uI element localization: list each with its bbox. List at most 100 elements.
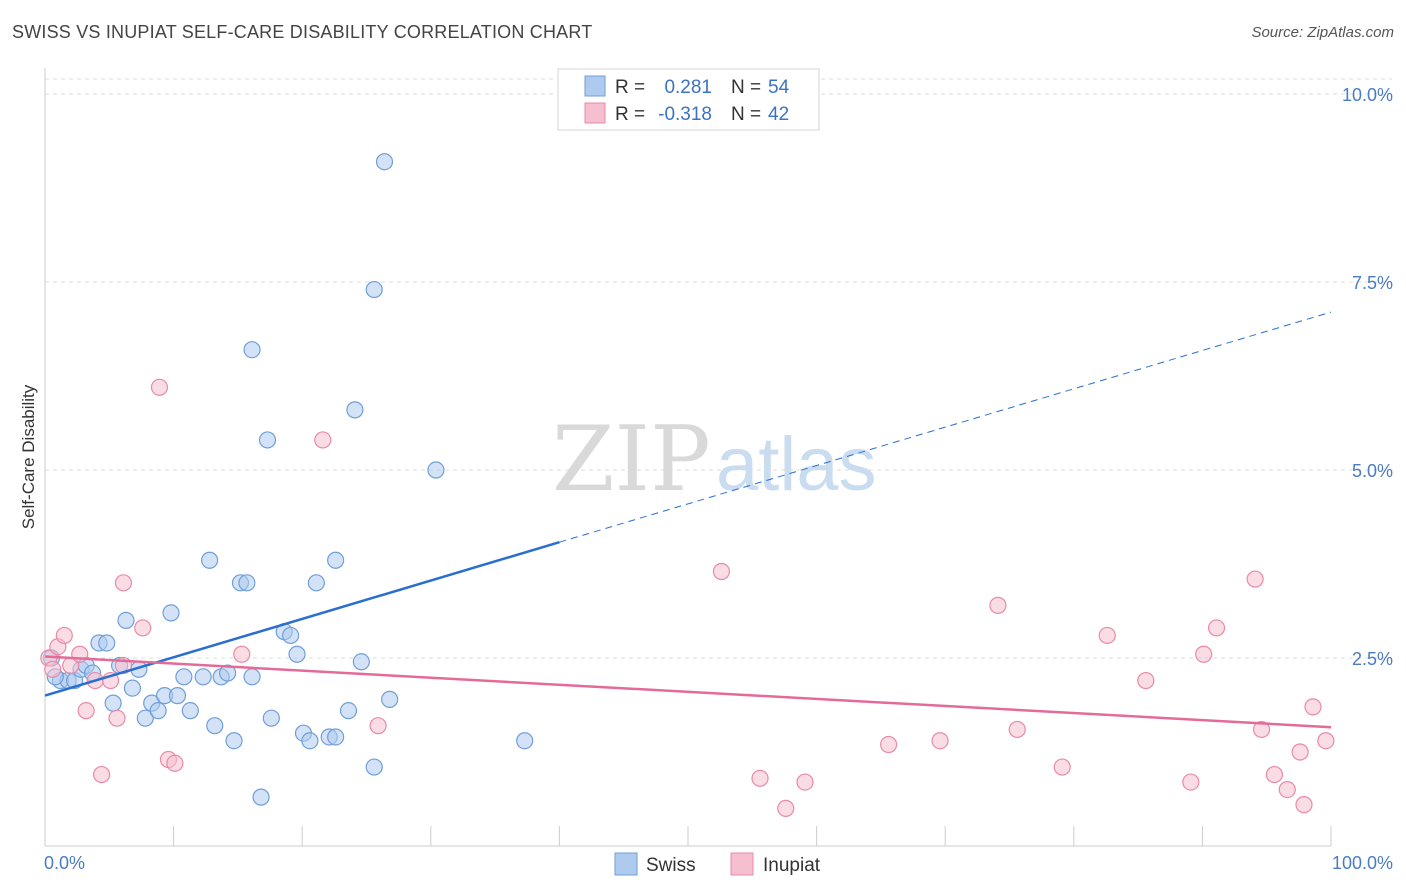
y-tick-label-2: 7.5%	[1352, 273, 1393, 293]
swiss-point-45	[346, 401, 364, 419]
swiss-point-29	[238, 574, 256, 592]
inupiat-point-3	[55, 626, 73, 645]
swiss-point-22	[194, 668, 212, 686]
swiss-point-47	[365, 758, 383, 776]
swiss-point-18	[162, 604, 180, 622]
legend-swatch-inupiat	[584, 102, 606, 124]
swiss-point-50	[381, 690, 399, 708]
inupiat-point-33	[1207, 619, 1226, 637]
inupiat-point-39	[1295, 796, 1313, 814]
swiss-point-51	[427, 461, 445, 479]
swiss-point-27	[225, 732, 243, 750]
swiss-point-43	[327, 551, 345, 569]
y-axis-label: Self-Care Disability	[19, 384, 38, 529]
bottom-legend-swatch-swiss	[614, 852, 638, 876]
watermark: ZIP atlas	[552, 407, 877, 512]
bottom-legend-swatch-inupiat	[730, 852, 754, 876]
y-tick-labels: 2.5% 5.0% 7.5% 10.0%	[1342, 85, 1393, 669]
swiss-point-48	[365, 280, 383, 299]
swiss-point-14	[136, 709, 154, 727]
swiss-point-42	[327, 728, 345, 746]
swiss-point-46	[352, 653, 370, 671]
inupiat-point-30	[1137, 671, 1155, 690]
watermark-atlas: atlas	[716, 422, 877, 507]
chart-title: SWISS VS INUPIAT SELF-CARE DISABILITY CO…	[12, 22, 593, 42]
inupiat-point-34	[1246, 570, 1264, 588]
correlation-legend: R = 0.281 N = 54 R = -0.318 N = 42	[557, 68, 820, 131]
inupiat-point-13	[134, 619, 152, 637]
inupiat-point-24	[880, 735, 898, 754]
inupiat-point-40	[1304, 698, 1322, 716]
swiss-point-40	[307, 574, 325, 592]
swiss-point-19	[168, 687, 187, 705]
inupiat-point-23	[796, 773, 814, 791]
y-tick-label-0: 2.5%	[1352, 649, 1393, 669]
legend-r-label-inupiat: R =	[615, 104, 645, 125]
inupiat-point-29	[1098, 626, 1116, 645]
trend-lines	[44, 311, 1332, 729]
legend-r-label-swiss: R =	[615, 77, 645, 98]
inupiat-point-32	[1195, 645, 1213, 663]
swiss-point-32	[252, 788, 270, 806]
y-tick-label-1: 5.0%	[1352, 461, 1393, 481]
x-tick-label-max: 100.0%	[1332, 853, 1393, 873]
inupiat-point-31	[1182, 773, 1200, 791]
inupiat-point-41	[1317, 732, 1335, 750]
swiss-point-24	[206, 717, 224, 735]
swiss-point-12	[123, 679, 142, 697]
swiss-point-39	[301, 732, 319, 750]
swiss-point-37	[288, 645, 306, 663]
inupiat-point-21	[751, 769, 769, 787]
x-tick-label-min: 0.0%	[44, 853, 85, 873]
swiss-point-11	[117, 611, 135, 630]
inupiat-point-35	[1252, 720, 1271, 739]
inupiat-point-14	[150, 378, 169, 396]
source-label: Source: ZipAtlas.com	[1251, 24, 1394, 41]
swiss-point-26	[219, 664, 237, 682]
swiss-point-33	[258, 431, 277, 449]
legend-swatch-swiss	[584, 75, 606, 97]
bottom-legend-label-swiss: Swiss	[646, 855, 696, 876]
inupiat-points	[40, 378, 1335, 818]
legend-n-label-swiss: N =	[731, 77, 761, 98]
swiss-trend-line	[44, 541, 560, 697]
swiss-point-30	[243, 668, 261, 686]
swiss-point-52	[516, 732, 534, 750]
inupiat-point-1	[44, 660, 62, 678]
legend-n-value-inupiat: 42	[768, 104, 789, 125]
swiss-point-16	[149, 702, 167, 720]
inupiat-point-12	[114, 574, 133, 592]
inupiat-point-19	[369, 717, 387, 735]
legend-n-label-inupiat: N =	[731, 104, 761, 125]
series-legend: Swiss Inupiat	[614, 852, 821, 876]
inupiat-point-36	[1265, 765, 1284, 784]
inupiat-point-10	[108, 709, 126, 727]
inupiat-point-16	[166, 754, 184, 772]
inupiat-point-20	[712, 562, 731, 581]
swiss-point-31	[243, 341, 261, 359]
inupiat-trend-line	[44, 655, 1332, 729]
inupiat-point-8	[92, 765, 111, 784]
legend-r-value-swiss: 0.281	[664, 77, 712, 98]
swiss-point-8	[98, 634, 116, 652]
inupiat-point-38	[1291, 743, 1309, 761]
legend-r-value-inupiat: -0.318	[658, 104, 712, 125]
swiss-point-34	[262, 709, 280, 727]
swiss-point-21	[181, 702, 199, 720]
bottom-legend-label-inupiat: Inupiat	[763, 855, 821, 876]
swiss-trend-extension	[559, 311, 1332, 543]
legend-n-value-swiss: 54	[768, 77, 790, 98]
inupiat-point-25	[931, 732, 949, 750]
swiss-point-49	[375, 153, 394, 171]
x-axis-ticks	[44, 826, 1332, 846]
swiss-point-44	[339, 702, 358, 720]
swiss-point-23	[201, 551, 219, 569]
swiss-points	[42, 153, 534, 806]
inupiat-point-6	[77, 702, 95, 720]
inupiat-point-18	[314, 431, 332, 449]
inupiat-point-27	[1008, 720, 1026, 739]
watermark-zip: ZIP	[552, 407, 711, 512]
inupiat-point-17	[233, 645, 251, 663]
swiss-point-36	[282, 626, 300, 645]
